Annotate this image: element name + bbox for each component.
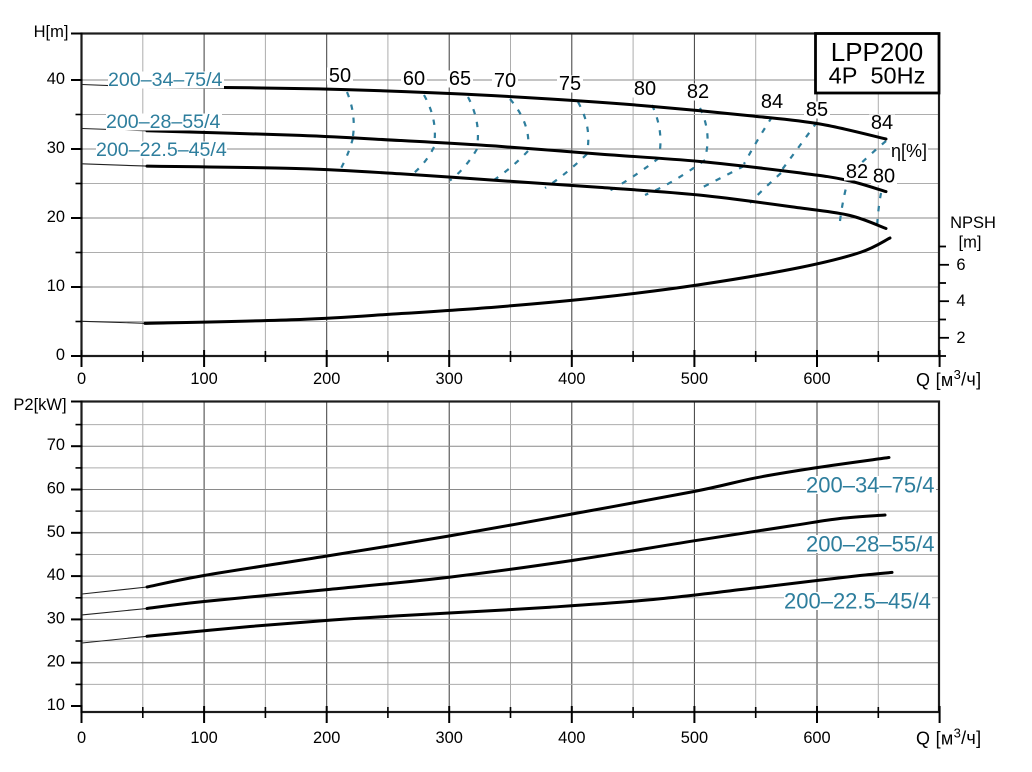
svg-text:0: 0 bbox=[77, 729, 86, 747]
svg-text:84: 84 bbox=[871, 112, 893, 134]
svg-text:84: 84 bbox=[761, 91, 783, 113]
svg-text:20: 20 bbox=[47, 208, 65, 226]
svg-text:200–28–55/4: 200–28–55/4 bbox=[106, 111, 221, 133]
svg-text:30: 30 bbox=[47, 609, 65, 627]
svg-text:82: 82 bbox=[846, 161, 868, 183]
svg-text:85: 85 bbox=[806, 99, 828, 121]
svg-text:400: 400 bbox=[558, 729, 585, 747]
svg-text:300: 300 bbox=[436, 729, 463, 747]
svg-text:100: 100 bbox=[190, 729, 217, 747]
svg-text:LPP200: LPP200 bbox=[831, 37, 924, 67]
svg-text:η[%]: η[%] bbox=[891, 141, 927, 161]
svg-text:70: 70 bbox=[494, 70, 516, 92]
svg-text:200–22.5–45/4: 200–22.5–45/4 bbox=[96, 139, 227, 161]
svg-text:500: 500 bbox=[681, 729, 708, 747]
svg-text:0: 0 bbox=[77, 370, 86, 388]
svg-text:50: 50 bbox=[329, 65, 351, 87]
svg-text:500: 500 bbox=[681, 370, 708, 388]
svg-text:6: 6 bbox=[956, 256, 965, 274]
svg-text:300: 300 bbox=[436, 370, 463, 388]
svg-text:200–22.5–45/4: 200–22.5–45/4 bbox=[784, 589, 931, 614]
svg-text:80: 80 bbox=[873, 166, 895, 188]
svg-text:30: 30 bbox=[47, 139, 65, 157]
svg-text:40: 40 bbox=[47, 566, 65, 584]
svg-text:10: 10 bbox=[47, 696, 65, 714]
svg-text:400: 400 bbox=[558, 370, 585, 388]
svg-text:60: 60 bbox=[403, 68, 425, 90]
svg-text:H[m]: H[m] bbox=[34, 23, 69, 41]
svg-text:2: 2 bbox=[956, 329, 965, 347]
svg-text:100: 100 bbox=[190, 370, 217, 388]
svg-text:50: 50 bbox=[47, 523, 65, 541]
svg-text:200–28–55/4: 200–28–55/4 bbox=[806, 532, 934, 557]
svg-text:4P 50Hz: 4P 50Hz bbox=[829, 63, 926, 89]
svg-text:P2[kW]: P2[kW] bbox=[13, 396, 66, 414]
svg-text:65: 65 bbox=[449, 68, 471, 90]
svg-text:4: 4 bbox=[956, 292, 965, 310]
svg-text:200–34–75/4: 200–34–75/4 bbox=[806, 473, 934, 498]
svg-text:75: 75 bbox=[559, 73, 581, 95]
svg-text:Q [м3/ч]: Q [м3/ч] bbox=[916, 367, 981, 391]
svg-text:[m]: [m] bbox=[959, 234, 982, 252]
svg-text:200–34–75/4: 200–34–75/4 bbox=[108, 69, 223, 91]
svg-text:NPSH: NPSH bbox=[950, 214, 996, 232]
svg-text:0: 0 bbox=[56, 346, 65, 364]
svg-text:600: 600 bbox=[803, 370, 830, 388]
svg-text:200: 200 bbox=[313, 370, 340, 388]
svg-text:10: 10 bbox=[47, 277, 65, 295]
svg-text:20: 20 bbox=[47, 653, 65, 671]
svg-text:600: 600 bbox=[803, 729, 830, 747]
svg-text:200: 200 bbox=[313, 729, 340, 747]
svg-text:80: 80 bbox=[634, 78, 656, 100]
svg-text:60: 60 bbox=[47, 480, 65, 498]
svg-text:Q [м3/ч]: Q [м3/ч] bbox=[916, 725, 981, 749]
svg-text:82: 82 bbox=[687, 81, 709, 103]
svg-text:40: 40 bbox=[47, 70, 65, 88]
svg-text:70: 70 bbox=[47, 436, 65, 454]
